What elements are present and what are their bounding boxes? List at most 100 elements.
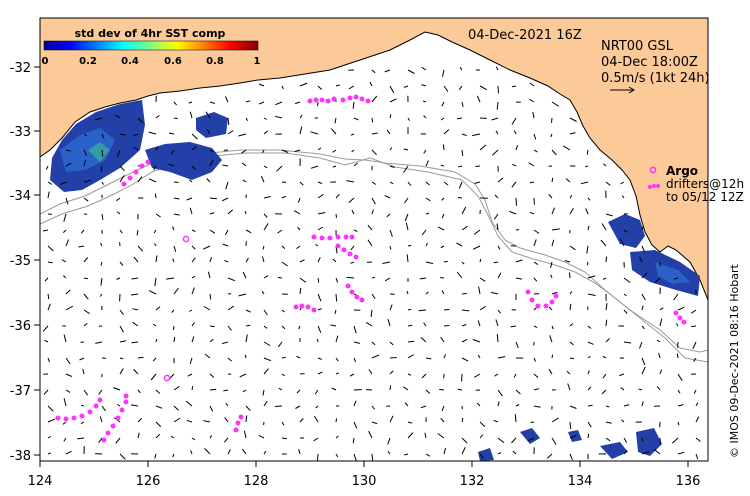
current-vector bbox=[119, 340, 127, 343]
current-vector bbox=[148, 290, 157, 295]
current-vector bbox=[65, 239, 69, 247]
lon-tick-label: 126 bbox=[136, 474, 161, 489]
current-vector bbox=[281, 245, 286, 249]
current-vector bbox=[476, 95, 481, 103]
current-vector bbox=[580, 181, 589, 185]
current-vector bbox=[530, 421, 535, 423]
current-vector bbox=[367, 224, 373, 231]
current-vector bbox=[310, 165, 319, 169]
current-vector bbox=[442, 69, 445, 77]
current-vector bbox=[533, 388, 540, 391]
current-vector bbox=[245, 257, 249, 263]
current-vector bbox=[59, 181, 67, 186]
current-vector bbox=[551, 437, 557, 445]
lon-tick-label: 132 bbox=[460, 474, 485, 489]
current-vector bbox=[263, 117, 267, 120]
current-vector bbox=[191, 287, 195, 295]
current-vector bbox=[227, 277, 236, 282]
current-vector bbox=[44, 339, 49, 343]
current-vector bbox=[94, 117, 103, 121]
current-vector bbox=[371, 181, 377, 185]
current-vector bbox=[119, 325, 124, 333]
lat-tick-label: -35 bbox=[10, 254, 31, 269]
current-vector bbox=[209, 338, 214, 343]
current-vector bbox=[119, 261, 124, 266]
current-vector bbox=[497, 177, 504, 183]
current-vector bbox=[425, 261, 434, 264]
current-vector bbox=[349, 373, 355, 377]
colorbar-tick: 0 bbox=[42, 56, 49, 67]
current-vector bbox=[173, 213, 180, 216]
current-vector bbox=[227, 130, 234, 135]
current-vector bbox=[224, 229, 229, 236]
current-vector bbox=[172, 325, 175, 330]
current-vector bbox=[479, 434, 484, 439]
argo-float bbox=[163, 374, 171, 382]
current-vector bbox=[601, 389, 607, 395]
current-vector bbox=[209, 325, 215, 328]
current-vector bbox=[62, 229, 67, 233]
drifter-track bbox=[345, 283, 365, 303]
current-vector bbox=[335, 418, 338, 423]
current-vector bbox=[209, 435, 213, 439]
current-vector bbox=[277, 276, 283, 279]
current-vector bbox=[209, 256, 212, 263]
current-vector bbox=[496, 223, 499, 231]
current-vector bbox=[186, 197, 193, 201]
current-vector bbox=[443, 129, 450, 135]
current-vector bbox=[244, 210, 247, 215]
current-vector bbox=[587, 325, 592, 329]
current-vector bbox=[65, 149, 71, 152]
current-vector bbox=[209, 197, 217, 200]
current-vector bbox=[387, 318, 391, 327]
current-vector bbox=[209, 212, 215, 215]
current-vector bbox=[461, 292, 467, 295]
current-vector bbox=[421, 66, 427, 71]
current-vector bbox=[168, 163, 175, 167]
current-vector bbox=[281, 85, 284, 90]
current-vector bbox=[509, 210, 517, 215]
current-vector bbox=[335, 335, 339, 343]
current-vector bbox=[296, 245, 301, 250]
current-vector bbox=[261, 290, 265, 295]
current-vector bbox=[258, 83, 265, 87]
current-vector bbox=[495, 130, 499, 135]
current-vector bbox=[418, 309, 427, 312]
current-vector bbox=[155, 389, 161, 394]
current-vector bbox=[440, 336, 445, 343]
current-vector bbox=[119, 368, 124, 375]
current-vector bbox=[296, 389, 301, 394]
current-vector bbox=[202, 245, 211, 250]
current-vector bbox=[353, 341, 361, 344]
current-vector bbox=[371, 95, 378, 103]
current-vector bbox=[623, 437, 628, 443]
current-vector bbox=[204, 447, 211, 455]
lat-tick-label: -32 bbox=[10, 61, 31, 76]
current-vector bbox=[371, 421, 378, 425]
current-vector bbox=[314, 389, 319, 395]
current-vector bbox=[191, 133, 198, 140]
current-vector bbox=[659, 307, 664, 311]
current-vector bbox=[78, 245, 85, 248]
current-vector bbox=[209, 229, 216, 234]
current-vector bbox=[317, 325, 322, 333]
current-vector bbox=[623, 293, 627, 297]
current-vector bbox=[298, 449, 301, 455]
drifter-track bbox=[307, 96, 337, 104]
current-vector bbox=[459, 66, 463, 71]
current-vector bbox=[676, 353, 679, 359]
current-vector bbox=[551, 207, 555, 215]
current-vector bbox=[587, 341, 594, 345]
current-vector bbox=[515, 277, 523, 280]
current-vector bbox=[242, 389, 247, 393]
current-vector bbox=[389, 114, 392, 119]
current-vector bbox=[335, 372, 339, 375]
colorbar: std dev of 4hr SST comp 0 0.2 0.4 0.6 0.… bbox=[42, 27, 261, 67]
current-vector bbox=[389, 165, 395, 168]
current-vector bbox=[621, 195, 625, 199]
current-vector bbox=[243, 430, 247, 439]
current-vector bbox=[439, 388, 445, 391]
current-vector bbox=[191, 257, 196, 263]
current-vector bbox=[511, 437, 517, 444]
current-vector bbox=[281, 309, 285, 313]
